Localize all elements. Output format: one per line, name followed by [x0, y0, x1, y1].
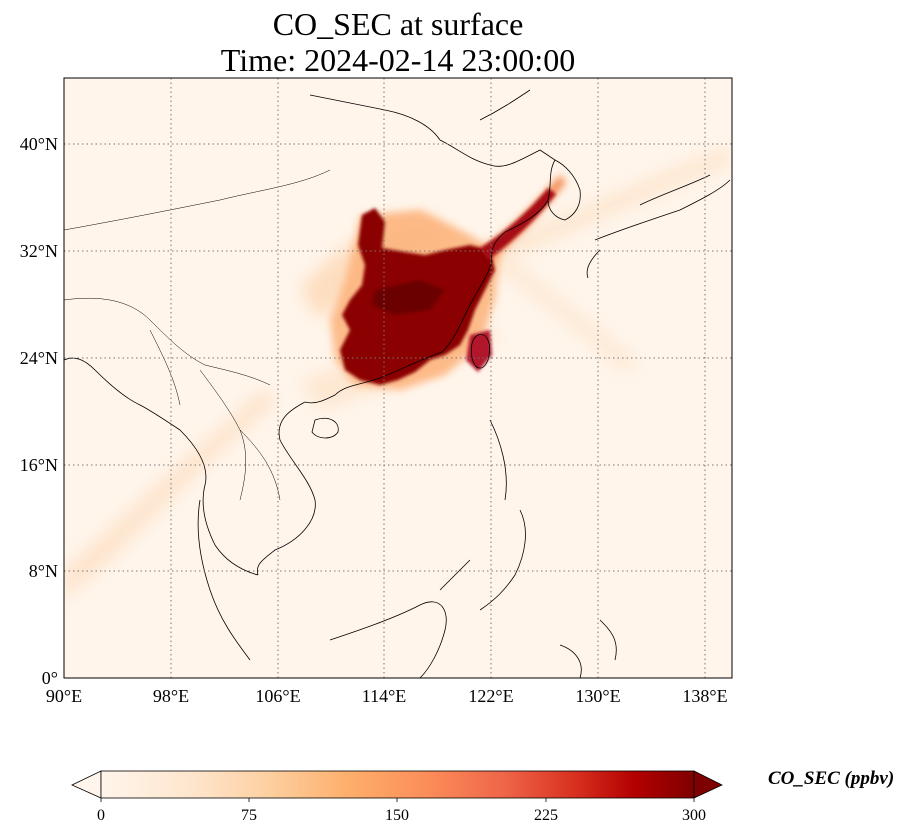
lat-tick-label: 40°N: [20, 134, 58, 154]
lon-tick-label: 114°E: [362, 686, 407, 706]
colorbar-gradient: [100, 770, 695, 799]
colorbar: 0 75 150 225 300: [71, 770, 723, 824]
lat-tick-label: 0°: [42, 668, 58, 688]
colorbar-tick-label: 300: [682, 807, 706, 824]
concentration-field: [64, 145, 730, 600]
lat-tick-label: 8°N: [29, 561, 58, 581]
lon-tick-label: 98°E: [153, 686, 189, 706]
map-frame: [63, 77, 733, 679]
lat-tick-label: 16°N: [20, 455, 58, 475]
gridlines: [64, 78, 732, 678]
map-time-subtitle: Time: 2024-02-14 23:00:00: [220, 42, 576, 78]
lat-tick-labels: 0° 8°N 16°N 24°N 32°N 40°N: [20, 134, 58, 688]
lon-tick-label: 122°E: [468, 686, 513, 706]
coastlines: [64, 89, 731, 678]
lon-tick-labels: 90°E 98°E 106°E 114°E 122°E 130°E 138°E: [46, 686, 728, 706]
map-title: CO_SEC at surface: [272, 6, 524, 42]
lon-tick-label: 138°E: [682, 686, 727, 706]
country-borders: [64, 169, 331, 501]
lon-tick-label: 90°E: [46, 686, 82, 706]
colorbar-label: CO_SEC (ppbv): [768, 768, 895, 789]
colorbar-tick-label: 150: [385, 807, 409, 824]
lat-tick-label: 32°N: [20, 241, 58, 261]
lat-tick-label: 24°N: [20, 348, 58, 368]
lon-tick-label: 106°E: [255, 686, 300, 706]
colorbar-min-extend: [71, 770, 102, 799]
colorbar-tick-label: 225: [534, 807, 558, 824]
colorbar-tick-label: 0: [97, 807, 105, 824]
colorbar-max-extend: [693, 770, 723, 799]
colorbar-tick-label: 75: [241, 807, 257, 824]
lon-tick-label: 130°E: [575, 686, 620, 706]
